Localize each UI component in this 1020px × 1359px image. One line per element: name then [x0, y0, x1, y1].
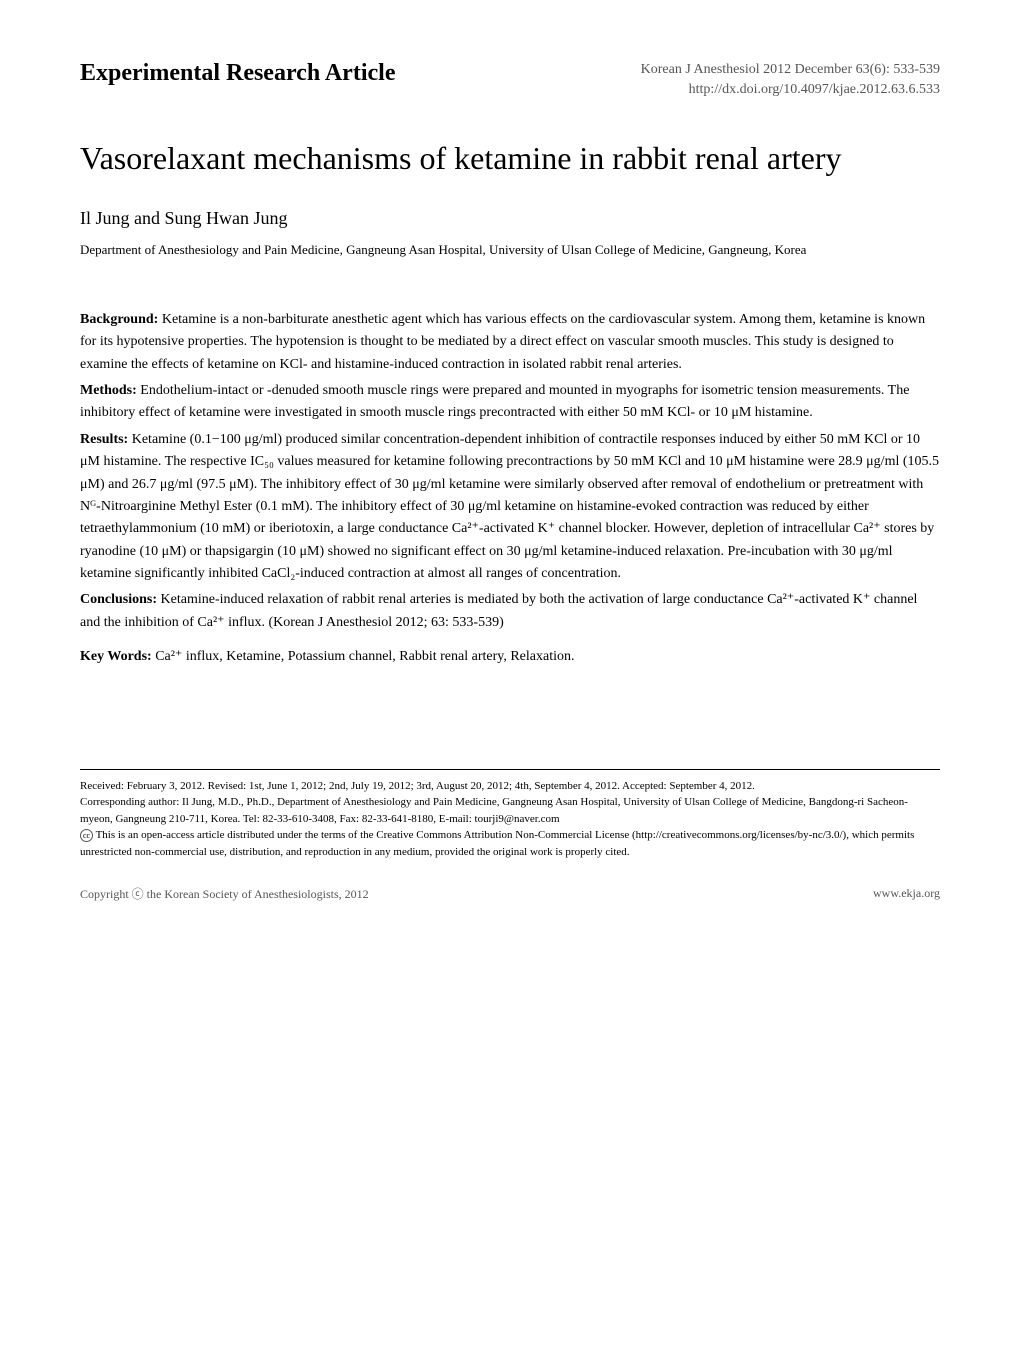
background-label: Background: [80, 312, 158, 327]
cc-icon: cc [80, 829, 93, 842]
keywords-text: Ca²⁺ influx, Ketamine, Potassium channel… [152, 649, 575, 664]
footer-info: Received: February 3, 2012. Revised: 1st… [80, 778, 940, 861]
journal-citation: Korean J Anesthesiol 2012 December 63(6)… [641, 60, 940, 80]
website-url: www.ekja.org [873, 886, 940, 901]
article-type: Experimental Research Article [80, 60, 395, 87]
methods-label: Methods: [80, 383, 137, 398]
header-row: Experimental Research Article Korean J A… [80, 60, 940, 99]
doi-url: http://dx.doi.org/10.4097/kjae.2012.63.6… [641, 80, 940, 100]
abstract-conclusions: Conclusions: Ketamine-induced relaxation… [80, 589, 940, 634]
corresponding-author: Corresponding author: Il Jung, M.D., Ph.… [80, 794, 940, 827]
license-info: cc This is an open-access article distri… [80, 827, 940, 860]
abstract: Background: Ketamine is a non-barbiturat… [80, 309, 940, 669]
affiliation: Department of Anesthesiology and Pain Me… [80, 241, 940, 259]
received-dates: Received: February 3, 2012. Revised: 1st… [80, 778, 940, 795]
methods-text: Endothelium-intact or -denuded smooth mu… [80, 383, 909, 420]
conclusions-text: Ketamine-induced relaxation of rabbit re… [80, 592, 917, 629]
keywords-label: Key Words: [80, 649, 152, 664]
authors: Il Jung and Sung Hwan Jung [80, 208, 940, 229]
footer-divider [80, 769, 940, 770]
article-title: Vasorelaxant mechanisms of ketamine in r… [80, 139, 940, 177]
copyright: Copyright ⓒ the Korean Society of Anesth… [80, 885, 369, 902]
footer-row: Copyright ⓒ the Korean Society of Anesth… [80, 885, 940, 902]
license-text: This is an open-access article distribut… [80, 829, 914, 858]
results-label: Results: [80, 432, 128, 447]
results-text: Ketamine (0.1−100 μg/ml) produced simila… [80, 432, 939, 581]
keywords: Key Words: Ca²⁺ influx, Ketamine, Potass… [80, 646, 940, 668]
conclusions-label: Conclusions: [80, 592, 157, 607]
journal-info: Korean J Anesthesiol 2012 December 63(6)… [641, 60, 940, 99]
abstract-results: Results: Ketamine (0.1−100 μg/ml) produc… [80, 429, 940, 586]
abstract-background: Background: Ketamine is a non-barbiturat… [80, 309, 940, 376]
background-text: Ketamine is a non-barbiturate anesthetic… [80, 312, 925, 372]
abstract-methods: Methods: Endothelium-intact or -denuded … [80, 380, 940, 425]
